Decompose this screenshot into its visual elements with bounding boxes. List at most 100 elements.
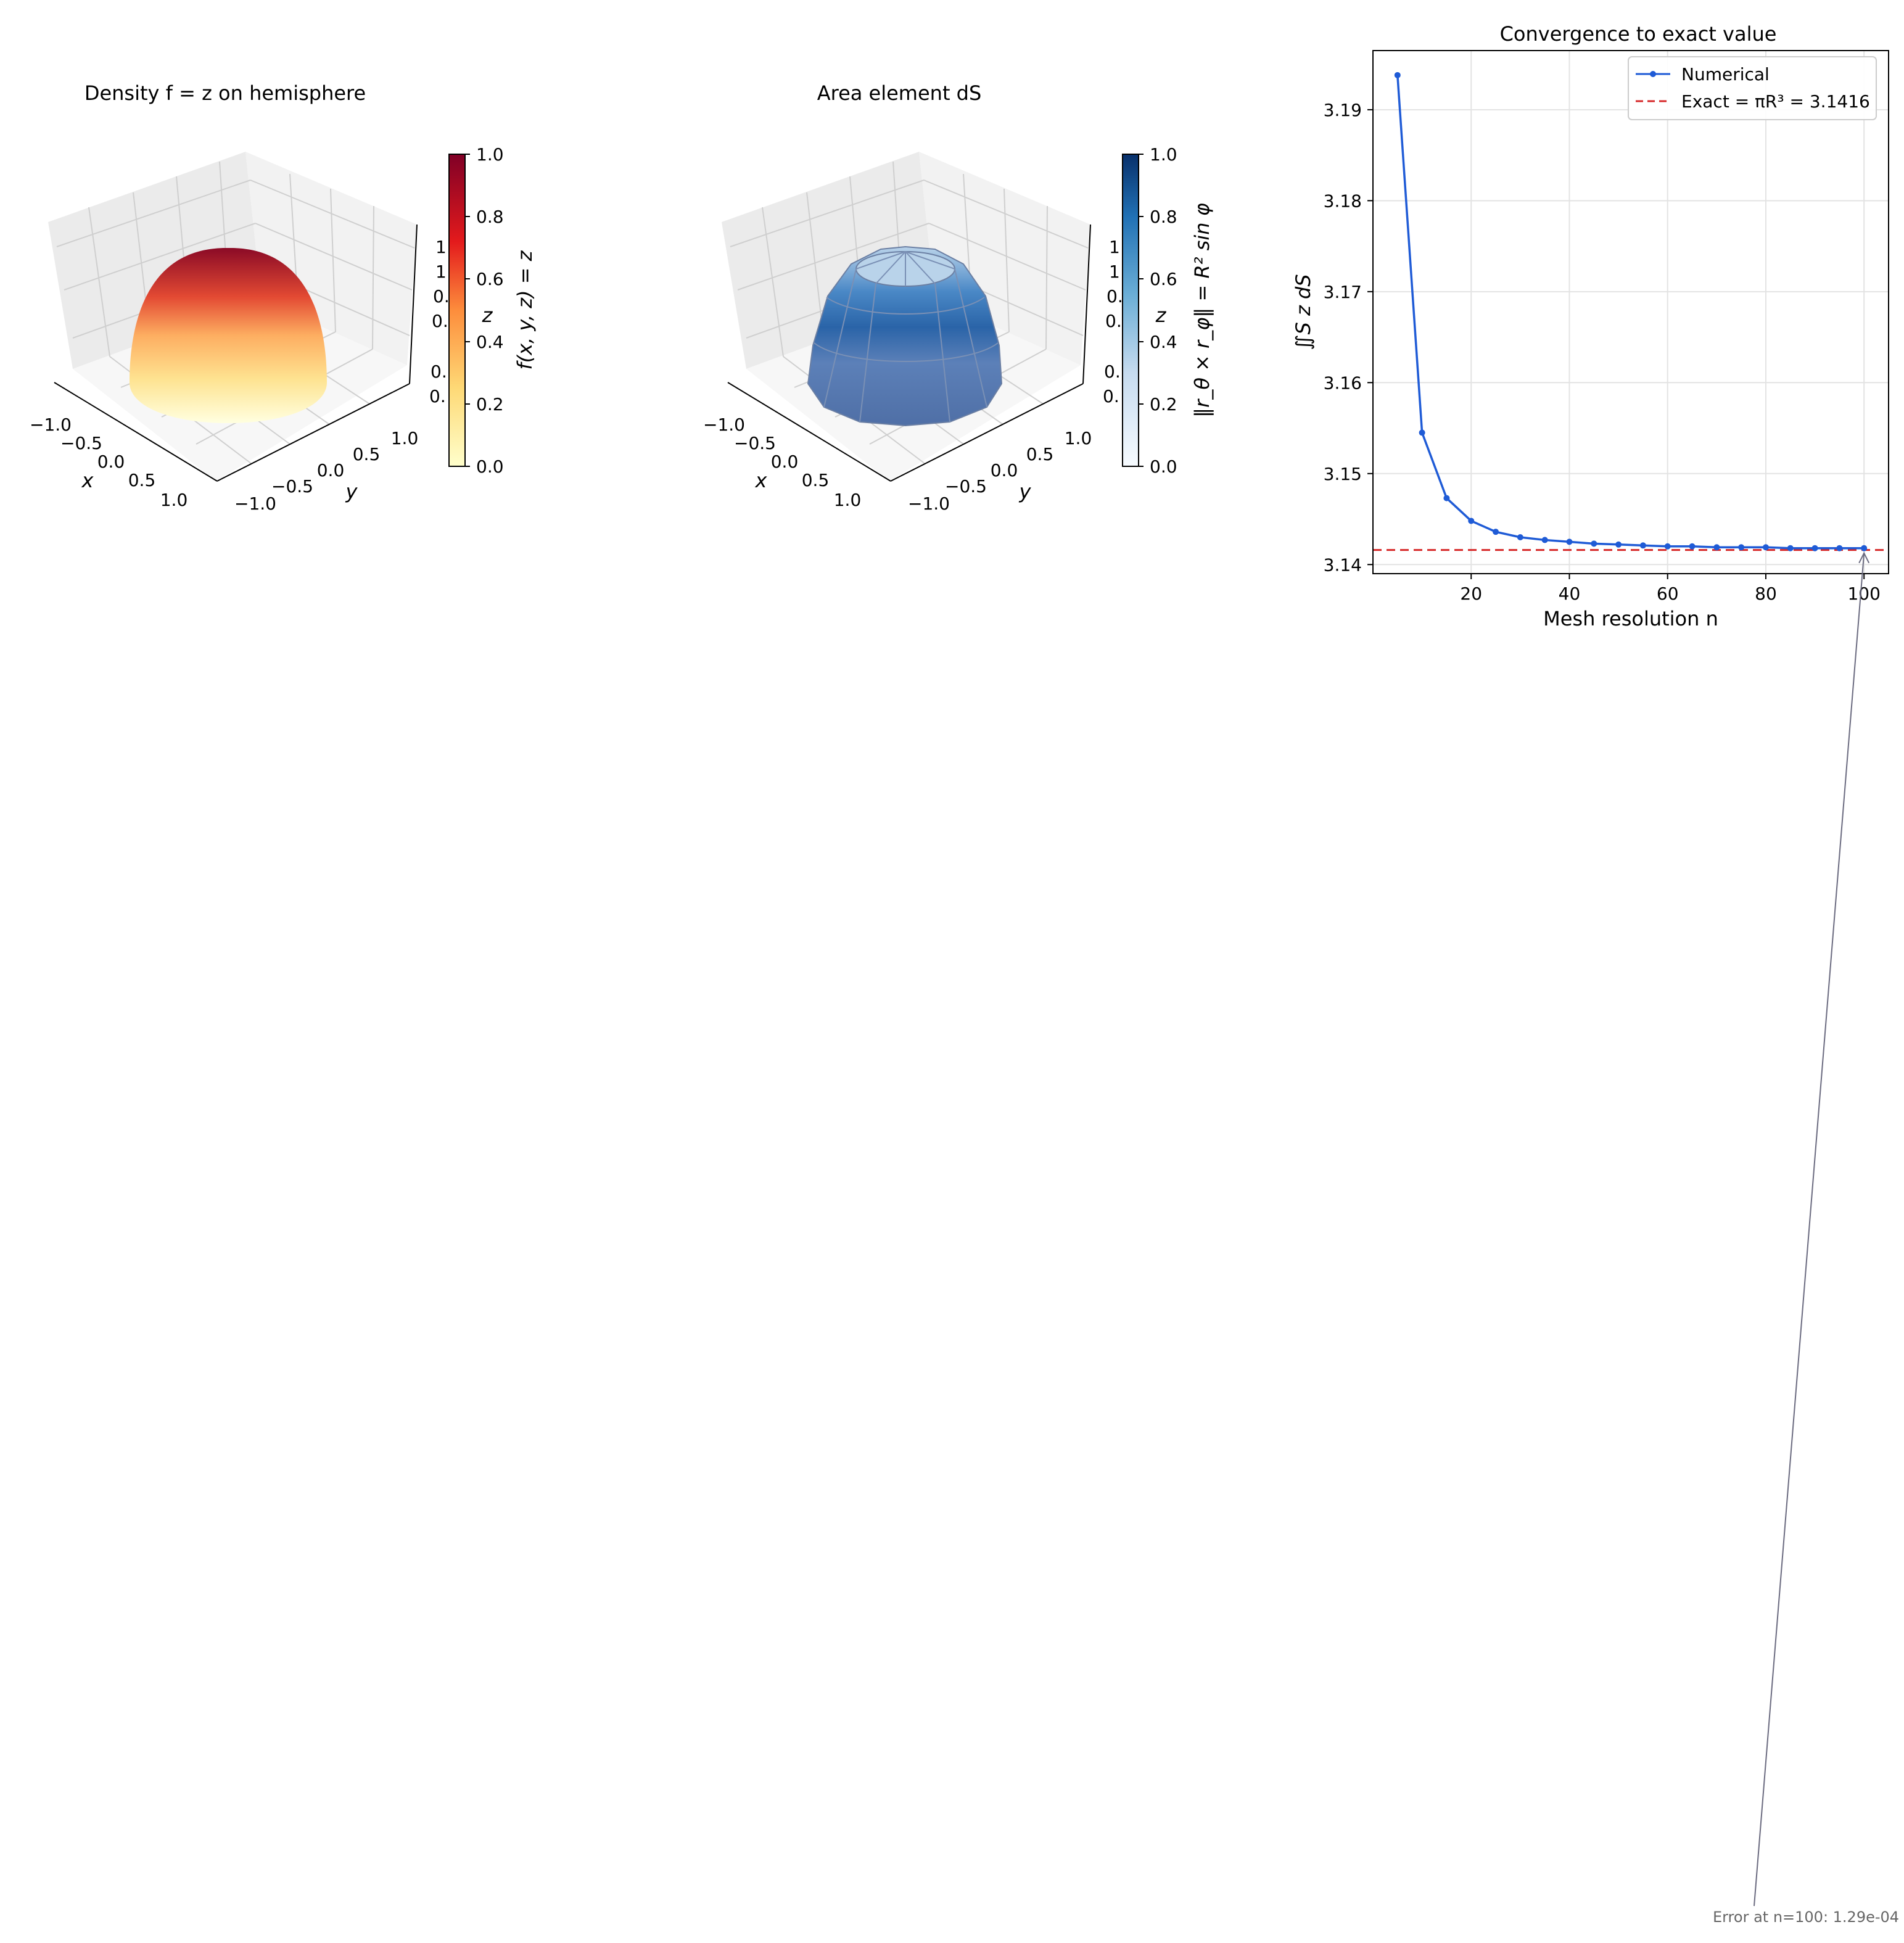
colorbar-area-label: ‖r_θ × r_φ‖ = R² sin φ xyxy=(1190,203,1214,418)
colorbar-tick-label: 0.0 xyxy=(1150,456,1177,477)
panel-area-yticks: −1.0 −0.5 0.0 0.5 1.0 xyxy=(908,428,1092,514)
x-tick-label: 0.0 xyxy=(771,452,799,472)
data-point xyxy=(1468,518,1475,524)
colorbar-tick-label: 0.6 xyxy=(476,269,504,289)
x-tick-label: 0.5 xyxy=(802,470,830,490)
legend-box xyxy=(1628,56,1877,120)
legend-numerical-label: Numerical xyxy=(1681,64,1770,85)
z-tick-label: 1 xyxy=(435,262,447,282)
panel-density-xlabel: x xyxy=(81,469,94,492)
colorbar-tick-label: 0.8 xyxy=(1150,207,1177,227)
panel-density-yticks: −1.0 −0.5 0.0 0.5 1.0 xyxy=(234,428,418,514)
x-tick-label: −0.5 xyxy=(734,433,776,453)
panel-area-colorbar: 0.0 0.2 0.4 0.6 0.8 1.0 ‖r_θ × r_φ‖ = R²… xyxy=(1122,144,1214,477)
panel-area-zlabel: z xyxy=(1155,303,1167,327)
data-point xyxy=(1664,543,1671,550)
data-point xyxy=(1836,545,1843,551)
panel-area-title: Area element dS xyxy=(817,81,982,105)
z-tick-label: 1 xyxy=(1109,237,1120,257)
data-point xyxy=(1566,538,1573,545)
panel-area-xticks: −1.0 −0.5 0.0 0.5 1.0 xyxy=(703,415,861,510)
z-tick-label: 0. xyxy=(429,386,446,406)
y-tick-label: 0.0 xyxy=(317,460,345,481)
convergence-ylabel: ∬S z dS xyxy=(1292,274,1315,350)
y-tick-label: 3.15 xyxy=(1324,464,1362,484)
panel-area-ylabel: y xyxy=(1019,480,1032,503)
panel-area-axes3d: −1.0 −0.5 0.0 0.5 1.0 x −1.0 −0.5 0.0 0.… xyxy=(703,152,1167,514)
y-tick-label: −1.0 xyxy=(234,493,276,514)
y-tick-label: 3.18 xyxy=(1324,191,1362,211)
z-tick-label: 0. xyxy=(431,361,447,382)
colorbar-tick-label: 0.4 xyxy=(476,332,504,352)
annotation-arrow xyxy=(1754,553,1865,1907)
data-point xyxy=(1443,495,1450,501)
convergence-legend: Numerical Exact = πR³ = 3.1416 xyxy=(1628,56,1877,120)
panel-convergence: Convergence to exact value 20 40 60 80 100 3… xyxy=(1292,22,1899,1926)
panel-density-axes3d: −1.0 −0.5 0.0 0.5 1.0 x −1.0 −0.5 0.0 0.… xyxy=(30,152,493,514)
panel-density-zticks: 1 1 0. 0. 0. 0. xyxy=(429,237,450,406)
x-tick-label: −0.5 xyxy=(60,433,102,453)
y-tick-label: 0.5 xyxy=(353,444,381,464)
data-point xyxy=(1419,429,1425,436)
panel-density-zlabel: z xyxy=(482,303,493,327)
x-tick-label: 80 xyxy=(1755,584,1777,604)
panel-area-zticks: 1 1 0. 0. 0. 0. xyxy=(1103,237,1123,406)
convergence-xticks: 20 40 60 80 100 xyxy=(1460,574,1881,604)
x-tick-label: 1.0 xyxy=(834,490,862,510)
panel-area: Area element dS xyxy=(703,81,1214,514)
hemisphere-surface xyxy=(130,247,327,423)
data-point xyxy=(1762,544,1769,551)
z-tick-label: 0. xyxy=(1103,386,1119,406)
data-point xyxy=(1591,540,1597,547)
z-tick-label: 1 xyxy=(1109,262,1120,282)
convergence-plot-frame xyxy=(1372,50,1889,574)
y-tick-label: 1.0 xyxy=(391,428,419,448)
y-tick-label: −0.5 xyxy=(945,476,987,497)
panel-area-axis-lines xyxy=(727,224,1091,482)
colorbar-tick-label: 0.8 xyxy=(476,207,504,227)
y-tick-label: 0.0 xyxy=(991,460,1018,481)
colorbar-area-gradient xyxy=(1122,154,1139,467)
panel-density-xticks: −1.0 −0.5 0.0 0.5 1.0 xyxy=(30,415,188,510)
data-point xyxy=(1811,545,1818,551)
z-tick-label: 0. xyxy=(1104,361,1121,382)
data-point xyxy=(1713,544,1720,551)
convergence-xlabel: Mesh resolution n xyxy=(1543,607,1718,630)
y-tick-label: −1.0 xyxy=(908,493,950,514)
data-point xyxy=(1861,545,1868,551)
series-line-numerical xyxy=(1396,75,1865,550)
x-tick-label: 40 xyxy=(1559,584,1581,604)
z-tick-label: 0. xyxy=(1105,311,1122,331)
z-tick-label: 0. xyxy=(432,311,448,331)
hemisphere-mesh xyxy=(807,245,1003,427)
x-tick-label: −1.0 xyxy=(30,415,72,435)
convergence-yticks: 3.14 3.15 3.16 3.17 3.18 3.19 xyxy=(1324,100,1373,575)
z-tick-label: 0. xyxy=(433,286,450,307)
colorbar-density-label: f(x, y, z) = z xyxy=(513,250,537,369)
y-tick-label: 1.0 xyxy=(1065,428,1092,448)
y-tick-label: 3.19 xyxy=(1324,100,1362,120)
x-tick-label: 20 xyxy=(1460,584,1482,604)
data-point xyxy=(1787,545,1794,551)
annotation-arrowhead xyxy=(1858,551,1870,564)
convergence-series xyxy=(1394,72,1868,551)
colorbar-tick-label: 0.6 xyxy=(1150,269,1177,289)
legend-exact-label: Exact = πR³ = 3.1416 xyxy=(1681,91,1870,112)
y-tick-label: 0.5 xyxy=(1026,444,1054,464)
panel-density-axis-lines xyxy=(54,224,418,482)
colorbar-tick-label: 0.2 xyxy=(1150,394,1177,415)
colorbar-tick-label: 0.4 xyxy=(1150,332,1177,352)
colorbar-tick-label: 0.0 xyxy=(476,456,504,477)
x-tick-label: 100 xyxy=(1847,584,1880,604)
data-point xyxy=(1541,537,1548,543)
x-tick-label: 0.5 xyxy=(128,470,156,490)
colorbar-tick-label: 0.2 xyxy=(476,394,504,415)
z-tick-label: 0. xyxy=(1107,286,1123,307)
x-tick-label: 60 xyxy=(1657,584,1679,604)
x-tick-label: −1.0 xyxy=(703,415,745,435)
panel-density: Density f = z on hemisphere xyxy=(30,81,537,514)
data-point xyxy=(1639,542,1646,549)
panel-area-xlabel: x xyxy=(755,469,768,492)
panel-density-title: Density f = z on hemisphere xyxy=(84,81,366,105)
